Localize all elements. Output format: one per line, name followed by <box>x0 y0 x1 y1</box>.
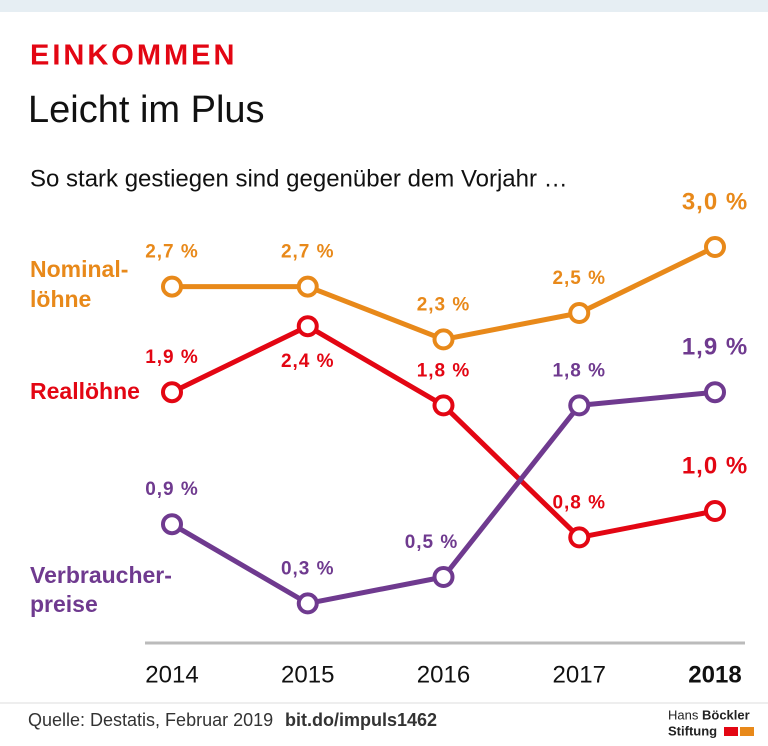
point <box>161 381 183 404</box>
value-label: 0,5 % <box>405 532 459 553</box>
series-line <box>172 244 717 342</box>
value-label: 1,0 % <box>682 452 748 479</box>
value-label: 2,7 % <box>281 242 335 263</box>
logo-mark <box>724 727 738 736</box>
value-label: 2,4 % <box>281 351 335 372</box>
point <box>432 328 455 351</box>
point <box>161 513 183 536</box>
legend-label: löhne <box>30 286 91 312</box>
link: bit.do/impuls1462 <box>285 710 437 730</box>
value-label: 2,7 % <box>145 242 199 263</box>
legend-label: Nominal- <box>30 256 128 282</box>
x-tick-label: 2014 <box>145 661 198 688</box>
value-label: 2,3 % <box>417 294 471 315</box>
chart-title: Leicht im Plus <box>28 89 265 131</box>
point <box>704 236 726 258</box>
source: Quelle: Destatis, Februar 2019 <box>28 710 273 730</box>
point <box>161 275 183 298</box>
value-label: 1,8 % <box>552 360 606 381</box>
value-label: 2,5 % <box>552 268 606 289</box>
point <box>296 315 319 338</box>
value-label: 0,3 % <box>281 558 335 579</box>
chart-subtitle: So stark gestiegen sind gegenüber dem Vo… <box>30 165 568 192</box>
point <box>296 592 319 615</box>
value-label: 0,9 % <box>145 479 199 500</box>
top-strip <box>0 0 768 12</box>
point <box>432 566 455 588</box>
value-label: 3,0 % <box>682 188 748 215</box>
logo-mark <box>740 727 754 736</box>
x-tick-label: 2016 <box>417 661 470 688</box>
kicker: EINKOMMEN <box>30 40 237 72</box>
x-tick-label: 2018 <box>688 661 741 688</box>
point <box>296 275 319 298</box>
legend-label: preise <box>30 591 98 617</box>
point <box>704 500 726 522</box>
value-label: 1,9 % <box>145 347 199 368</box>
value-label: 1,9 % <box>682 334 748 361</box>
point <box>568 394 591 417</box>
point <box>432 394 455 417</box>
logo-text: Stiftung <box>668 723 717 738</box>
legend-label: Reallöhne <box>30 378 140 404</box>
value-label: 0,8 % <box>552 492 606 513</box>
point <box>568 302 591 324</box>
logo-text: Hans <box>668 707 699 722</box>
logo-text: Böckler <box>702 707 750 722</box>
point <box>704 381 726 404</box>
x-tick-label: 2017 <box>553 661 606 688</box>
x-tick-label: 2015 <box>281 661 334 688</box>
series-line <box>170 323 716 540</box>
value-label: 1,8 % <box>417 360 471 381</box>
point <box>568 526 591 549</box>
legend-label: Verbraucher- <box>30 562 172 588</box>
